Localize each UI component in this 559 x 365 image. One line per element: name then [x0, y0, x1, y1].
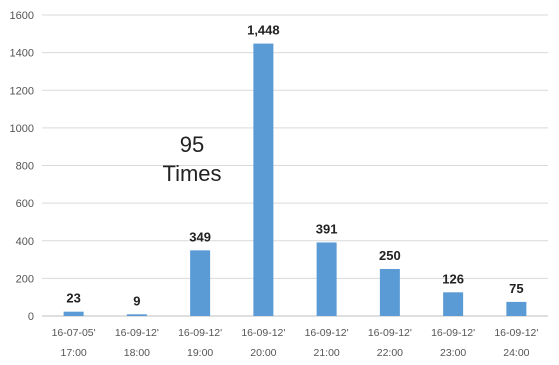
x-tick-label-date: 16-09-12' — [368, 327, 412, 339]
bar — [190, 250, 211, 316]
annotation-line-1: 95 — [180, 132, 204, 157]
x-tick-label-date: 16-09-12' — [494, 327, 538, 339]
data-label: 126 — [442, 271, 464, 286]
x-tick-label-time: 20:00 — [250, 347, 276, 359]
data-label: 250 — [379, 248, 401, 263]
x-tick-label-date: 16-09-12' — [241, 327, 285, 339]
x-tick-label-time: 21:00 — [313, 347, 339, 359]
bar — [379, 268, 400, 316]
x-tick-label-time: 22:00 — [377, 347, 403, 359]
y-tick-label: 1600 — [10, 10, 34, 22]
y-tick-label: 200 — [16, 273, 34, 285]
x-tick-label-time: 18:00 — [124, 347, 150, 359]
y-tick-label: 1000 — [10, 123, 34, 135]
y-tick-label: 800 — [16, 161, 34, 173]
data-label: 1,448 — [247, 23, 280, 38]
data-label: 391 — [316, 221, 338, 236]
x-tick-label-date: 16-07-05' — [52, 327, 96, 339]
annotation-line-2: Times — [162, 161, 221, 186]
bar — [506, 301, 527, 316]
data-label: 349 — [189, 229, 211, 244]
bar — [126, 314, 147, 316]
bar — [253, 43, 274, 316]
x-tick-label-date: 16-09-12' — [305, 327, 349, 339]
x-tick-label-time: 19:00 — [187, 347, 213, 359]
gridlines — [42, 14, 548, 317]
x-tick-label-date: 16-09-12' — [178, 327, 222, 339]
y-tick-label: 1200 — [10, 85, 34, 97]
x-tick-label-date: 16-09-12' — [115, 327, 159, 339]
bar — [443, 292, 464, 316]
data-labels: 23 9 349 1,448 391 250 126 75 — [66, 23, 523, 309]
y-axis: 0 200 400 600 800 1000 1200 1400 1600 — [10, 10, 34, 323]
data-label: 75 — [509, 281, 523, 296]
x-axis: 16-07-05' 17:00 16-09-12' 18:00 16-09-12' 19:… — [52, 327, 539, 359]
y-tick-label: 400 — [16, 236, 34, 248]
bars — [63, 43, 527, 316]
x-tick-label-date: 16-09-12' — [431, 327, 475, 339]
bar — [316, 242, 337, 316]
data-label: 9 — [133, 293, 140, 308]
y-tick-label: 0 — [28, 311, 34, 323]
data-label: 23 — [66, 291, 80, 306]
y-tick-label: 600 — [16, 198, 34, 210]
x-tick-label-time: 17:00 — [60, 347, 86, 359]
x-tick-label-time: 24:00 — [503, 347, 529, 359]
bar — [63, 311, 84, 316]
y-tick-label: 1400 — [10, 48, 34, 60]
x-tick-label-time: 23:00 — [440, 347, 466, 359]
